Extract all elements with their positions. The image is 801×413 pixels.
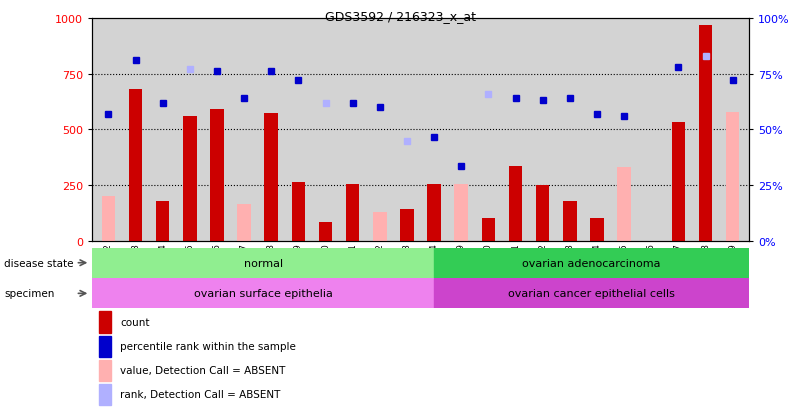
Bar <box>434 248 749 278</box>
Bar <box>319 223 332 242</box>
Bar <box>454 185 468 242</box>
Bar <box>156 202 170 242</box>
Bar <box>671 122 685 242</box>
Bar <box>237 205 251 242</box>
Bar <box>509 167 522 242</box>
Bar <box>618 168 631 242</box>
Bar <box>481 218 495 242</box>
Bar <box>346 185 360 242</box>
Bar <box>373 213 387 242</box>
Text: rank, Detection Call = ABSENT: rank, Detection Call = ABSENT <box>120 389 280 399</box>
Bar <box>590 218 604 242</box>
Text: GDS3592 / 216323_x_at: GDS3592 / 216323_x_at <box>325 10 476 23</box>
Bar <box>99 360 111 381</box>
Text: disease state: disease state <box>4 258 74 268</box>
Text: normal: normal <box>244 258 283 268</box>
Bar <box>264 113 278 242</box>
Bar <box>102 197 115 242</box>
Bar <box>99 384 111 405</box>
Bar <box>536 186 549 242</box>
Text: count: count <box>120 317 150 327</box>
Text: ovarian adenocarcinoma: ovarian adenocarcinoma <box>522 258 661 268</box>
Bar <box>99 336 111 357</box>
Bar <box>434 279 749 309</box>
Bar <box>427 185 441 242</box>
Bar <box>99 312 111 333</box>
Text: value, Detection Call = ABSENT: value, Detection Call = ABSENT <box>120 366 286 375</box>
Text: ovarian cancer epithelial cells: ovarian cancer epithelial cells <box>508 289 675 299</box>
Bar <box>563 202 577 242</box>
Bar <box>92 248 434 278</box>
Bar <box>698 26 712 242</box>
Bar <box>92 279 434 309</box>
Text: ovarian surface epithelia: ovarian surface epithelia <box>194 289 332 299</box>
Bar <box>183 117 196 242</box>
Bar <box>726 112 739 242</box>
Bar <box>129 90 143 242</box>
Bar <box>292 183 305 242</box>
Bar <box>210 110 223 242</box>
Text: specimen: specimen <box>4 289 54 299</box>
Bar <box>400 209 414 242</box>
Text: percentile rank within the sample: percentile rank within the sample <box>120 341 296 351</box>
